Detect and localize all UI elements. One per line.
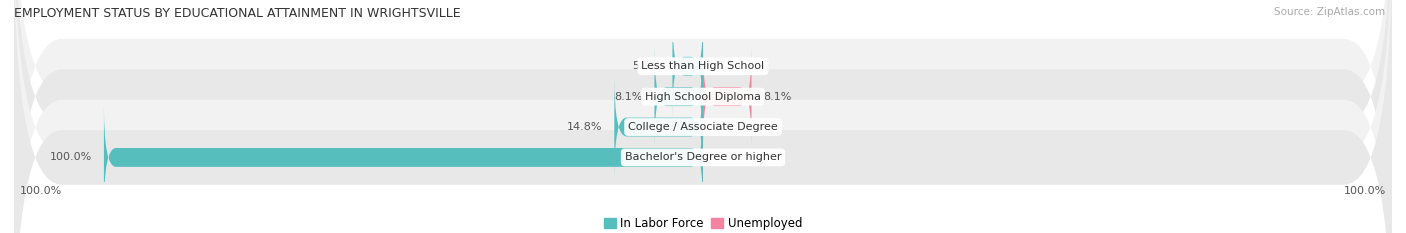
Text: 100.0%: 100.0%: [49, 152, 91, 162]
FancyBboxPatch shape: [14, 0, 1392, 233]
Text: 100.0%: 100.0%: [20, 186, 62, 196]
Text: Less than High School: Less than High School: [641, 61, 765, 71]
FancyBboxPatch shape: [14, 0, 1392, 233]
Text: 0.0%: 0.0%: [716, 152, 744, 162]
Text: 14.8%: 14.8%: [567, 122, 602, 132]
FancyBboxPatch shape: [703, 45, 752, 148]
FancyBboxPatch shape: [654, 45, 703, 148]
Text: High School Diploma: High School Diploma: [645, 92, 761, 102]
FancyBboxPatch shape: [104, 106, 703, 209]
Text: 5.1%: 5.1%: [633, 61, 661, 71]
Text: 8.1%: 8.1%: [614, 92, 643, 102]
Text: 0.0%: 0.0%: [716, 61, 744, 71]
Text: Bachelor's Degree or higher: Bachelor's Degree or higher: [624, 152, 782, 162]
FancyBboxPatch shape: [672, 15, 703, 118]
FancyBboxPatch shape: [14, 0, 1392, 233]
Text: 0.0%: 0.0%: [716, 122, 744, 132]
Text: College / Associate Degree: College / Associate Degree: [628, 122, 778, 132]
FancyBboxPatch shape: [614, 76, 703, 178]
Legend: In Labor Force, Unemployed: In Labor Force, Unemployed: [599, 212, 807, 233]
Text: Source: ZipAtlas.com: Source: ZipAtlas.com: [1274, 7, 1385, 17]
Text: 8.1%: 8.1%: [763, 92, 792, 102]
FancyBboxPatch shape: [14, 0, 1392, 233]
Text: 100.0%: 100.0%: [1344, 186, 1386, 196]
Text: EMPLOYMENT STATUS BY EDUCATIONAL ATTAINMENT IN WRIGHTSVILLE: EMPLOYMENT STATUS BY EDUCATIONAL ATTAINM…: [14, 7, 461, 20]
